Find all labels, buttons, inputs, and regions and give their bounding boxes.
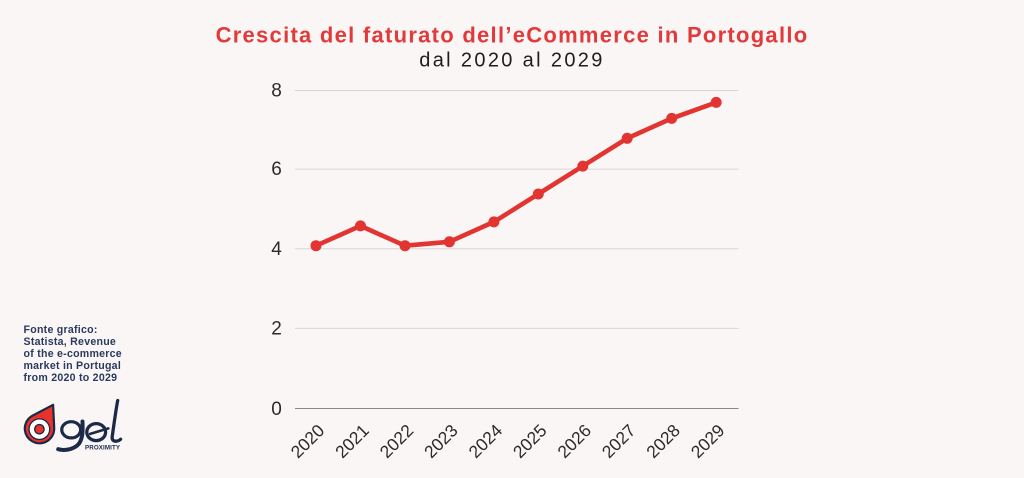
svg-text:6: 6	[271, 159, 282, 180]
svg-text:from 2020 to 2029: from 2020 to 2029	[24, 372, 118, 384]
svg-text:PROXIMITY: PROXIMITY	[85, 444, 121, 451]
svg-text:8: 8	[271, 81, 282, 102]
svg-text:market in Portugal: market in Portugal	[24, 360, 122, 372]
svg-text:0: 0	[271, 399, 282, 420]
svg-text:2: 2	[271, 319, 282, 340]
svg-text:of the e-commerce: of the e-commerce	[24, 348, 122, 360]
svg-text:4: 4	[271, 239, 282, 260]
svg-text:Fonte grafico:: Fonte grafico:	[24, 324, 98, 336]
svg-text:Crescita del faturato dell’eCo: Crescita del faturato dell’eCommerce in …	[216, 22, 809, 47]
svg-text:Statista, Revenue: Statista, Revenue	[24, 336, 117, 348]
svg-text:dal 2020 al 2029: dal 2020 al 2029	[419, 49, 605, 71]
